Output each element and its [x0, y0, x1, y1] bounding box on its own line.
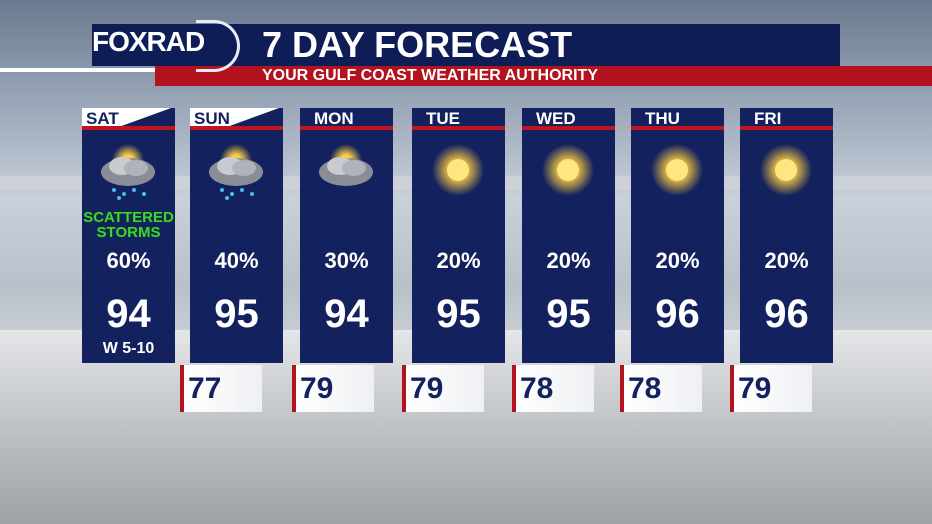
high-temp: 95 — [436, 292, 481, 336]
sun-icon — [756, 140, 816, 200]
storm-cloud-rain-icon — [98, 140, 158, 200]
storm-cloud-icon — [316, 140, 376, 200]
day-label: TUE — [412, 108, 505, 130]
day-column-wed: WED 20% 95 — [522, 108, 615, 363]
low-temp: 78 — [620, 365, 702, 412]
low-temp: 78 — [512, 365, 594, 412]
high-temp: 95 — [546, 292, 591, 336]
day-label: SUN — [190, 108, 283, 130]
logo: FOXRAD — [92, 26, 205, 57]
condition-label: SCATTERED STORMS — [83, 209, 174, 241]
subtitle-bar — [155, 66, 932, 86]
precip-chance: 20% — [655, 248, 700, 273]
precip-chance: 40% — [214, 248, 259, 273]
low-temp: 79 — [402, 365, 484, 412]
low-temp: 77 — [180, 365, 262, 412]
day-column-fri: FRI 20% 96 — [740, 108, 833, 363]
radar-rings-icon — [196, 20, 240, 72]
day-label: SAT — [82, 108, 175, 130]
precip-chance: 20% — [546, 248, 591, 273]
day-column-mon: MON 30% 94 — [300, 108, 393, 363]
precip-chance: 20% — [764, 248, 809, 273]
subtitle: YOUR GULF COAST WEATHER AUTHORITY — [262, 67, 598, 84]
sun-icon — [538, 140, 598, 200]
precip-chance: 60% — [106, 248, 151, 273]
precip-chance: 30% — [324, 248, 369, 273]
divider — [0, 68, 156, 72]
low-temp: 79 — [730, 365, 812, 412]
wind: W 5-10 — [102, 340, 155, 357]
high-temp: 94 — [106, 292, 151, 336]
high-temp: 95 — [214, 292, 259, 336]
sun-icon — [428, 140, 488, 200]
page-title: 7 DAY FORECAST — [262, 24, 573, 65]
sun-icon — [647, 140, 707, 200]
day-column-sun: SUN 40% 95 — [190, 108, 283, 363]
day-column-tue: TUE 20% 95 — [412, 108, 505, 363]
low-temp: 79 — [292, 365, 374, 412]
day-column-thu: THU 20% 96 — [631, 108, 724, 363]
precip-chance: 20% — [436, 248, 481, 273]
day-label: MON — [300, 108, 393, 130]
high-temp: 96 — [655, 292, 700, 336]
high-temp: 96 — [764, 292, 809, 336]
storm-cloud-rain-icon — [206, 140, 266, 200]
day-label: FRI — [740, 108, 833, 130]
high-temp: 94 — [324, 292, 369, 336]
day-column-sat: SAT SCATTERED STORMS 60% 94 W 5-10 — [82, 108, 175, 363]
day-label: WED — [522, 108, 615, 130]
day-label: THU — [631, 108, 724, 130]
